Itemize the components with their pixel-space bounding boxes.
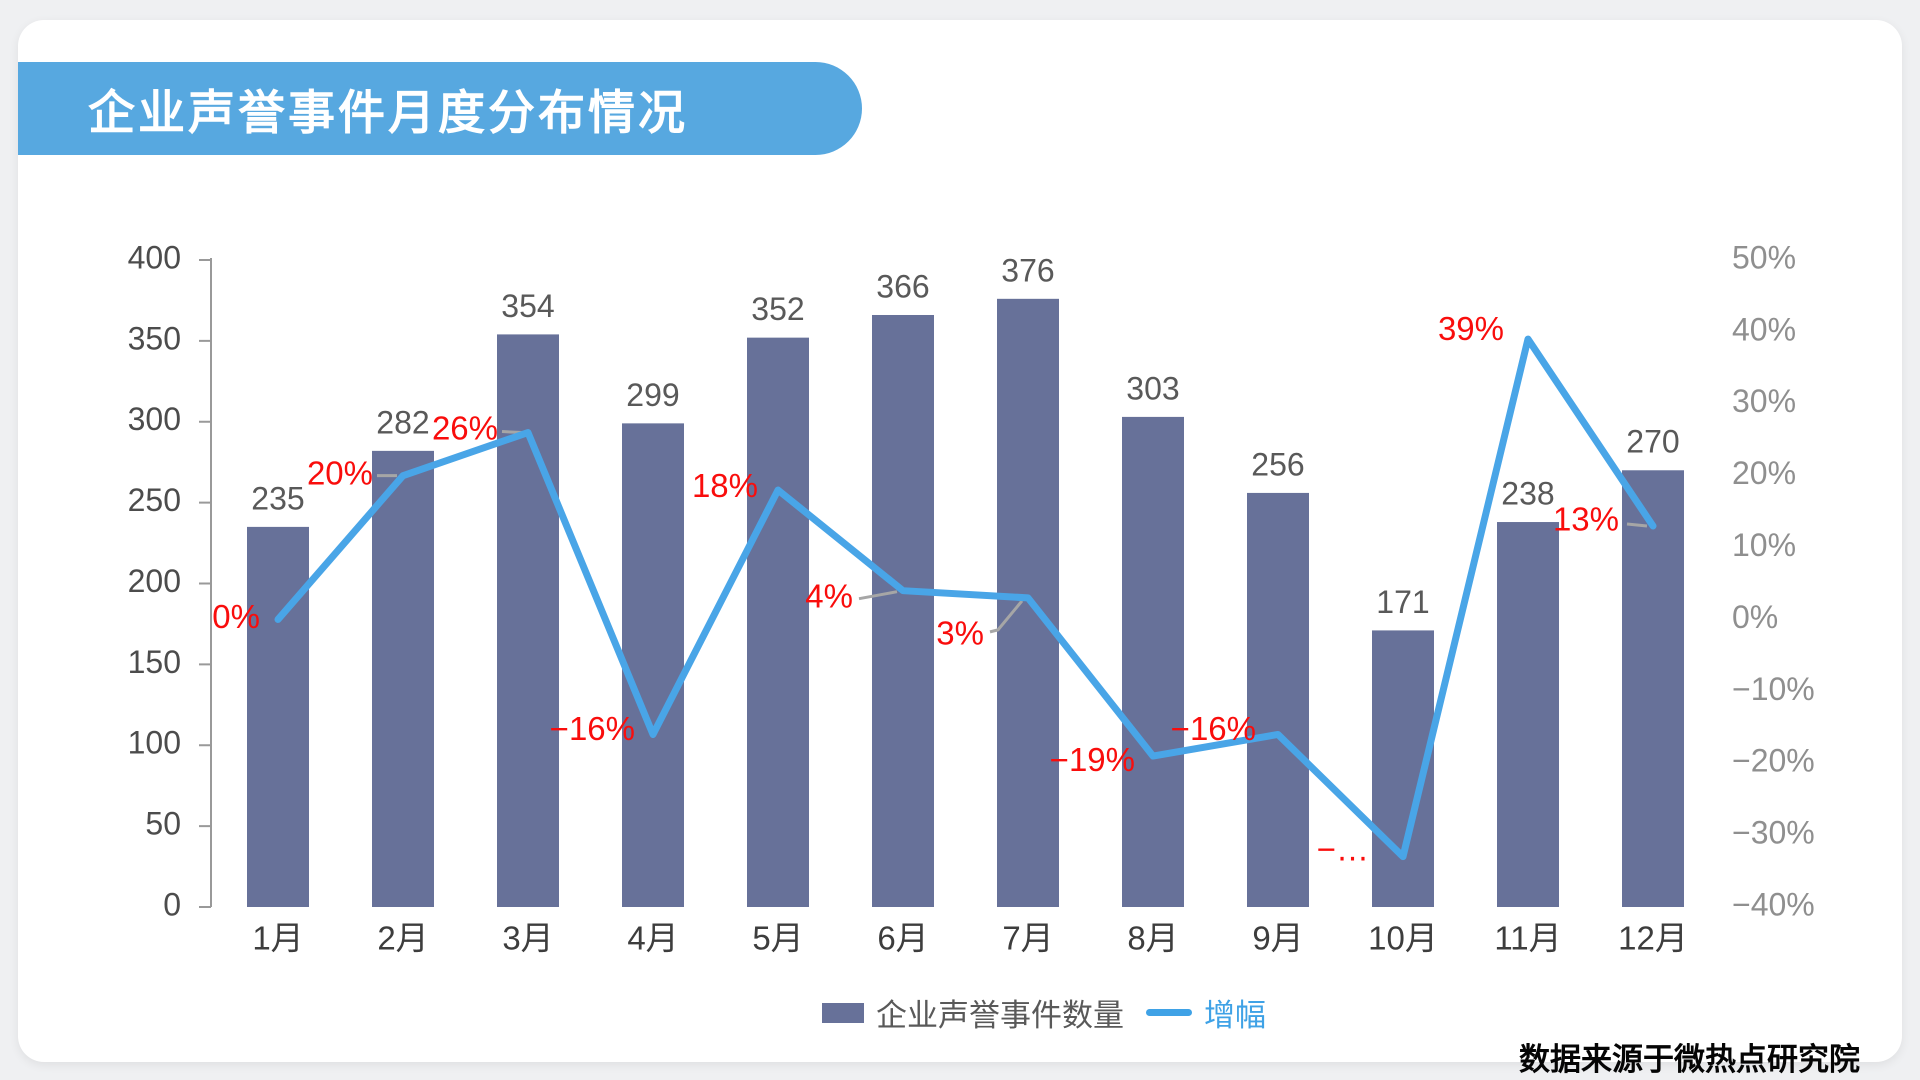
bar-value-label: 282 xyxy=(376,404,429,440)
growth-point-label: 4% xyxy=(805,577,853,614)
right-axis-tick-label: 0% xyxy=(1732,599,1778,635)
bar-value-label: 376 xyxy=(1001,252,1054,288)
right-axis-tick-label: 40% xyxy=(1732,311,1796,347)
right-axis-tick-label: −20% xyxy=(1732,743,1815,779)
x-axis-tick-label: 7月 xyxy=(1002,920,1053,957)
x-axis-tick-label: 10月 xyxy=(1368,920,1438,957)
bar-value-label: 235 xyxy=(251,480,304,516)
bar-11月[interactable] xyxy=(1497,522,1559,907)
left-axis-tick-label: 350 xyxy=(128,320,181,356)
x-axis-tick-label: 3月 xyxy=(502,920,553,957)
label-leader-line xyxy=(1626,522,1648,528)
right-axis-tick-label: 20% xyxy=(1732,455,1796,491)
chart-card: 企业声誉事件月度分布情况 0 50 100 150 200 250 300 350 400 −40… xyxy=(18,20,1902,1077)
growth-point-label: −… xyxy=(1317,830,1369,867)
right-axis-tick-label: 50% xyxy=(1732,239,1796,275)
right-axis-tick-label: −30% xyxy=(1732,815,1815,851)
line-series-swatch xyxy=(1146,1009,1192,1016)
bar-value-label: 270 xyxy=(1626,424,1679,460)
growth-point-label: −19% xyxy=(1050,741,1135,778)
x-axis-tick-label: 6月 xyxy=(877,920,928,957)
growth-point-label: 3% xyxy=(936,615,984,652)
bar-value-label: 171 xyxy=(1376,584,1429,620)
legend-line-label: 增幅 xyxy=(1204,998,1266,1033)
left-axis-tick-label: 250 xyxy=(128,482,181,518)
bar-1月[interactable] xyxy=(247,526,309,907)
bar-5月[interactable] xyxy=(747,337,809,907)
title-banner: 企业声誉事件月度分布情况 xyxy=(18,62,862,155)
legend-bars-label: 企业声誉事件数量 xyxy=(876,998,1124,1033)
growth-point-label: 0% xyxy=(212,598,260,635)
bar-4月[interactable] xyxy=(622,423,684,907)
x-axis-tick-label: 5月 xyxy=(752,920,803,957)
bar-value-label: 299 xyxy=(626,377,679,413)
legend-item-line[interactable]: 增幅 xyxy=(1146,990,1266,1035)
left-axis-tick-label: 200 xyxy=(128,563,181,599)
legend-item-bars[interactable]: 企业声誉事件数量 xyxy=(822,990,1124,1035)
left-axis-tick-label: 100 xyxy=(128,725,181,761)
left-axis-tick-label: 50 xyxy=(145,806,181,842)
right-axis-tick-label: 10% xyxy=(1732,527,1796,563)
bar-value-label: 366 xyxy=(876,268,929,304)
x-axis-tick-label: 11月 xyxy=(1494,920,1561,957)
bar-2月[interactable] xyxy=(372,450,434,907)
growth-point-label: −16% xyxy=(1171,710,1256,747)
bar-value-label: 354 xyxy=(501,288,554,324)
x-axis-tick-label: 4月 xyxy=(627,920,678,957)
chart-canvas: 0 50 100 150 200 250 300 350 400 −40% −30% −20% −10%… xyxy=(128,239,1815,957)
label-leader-line xyxy=(989,599,1024,634)
growth-point-label: 39% xyxy=(1438,310,1504,347)
bar-value-label: 303 xyxy=(1126,370,1179,406)
bar-6月[interactable] xyxy=(872,314,934,907)
x-axis-tick-label: 2月 xyxy=(377,920,428,957)
right-axis-tick-label: −10% xyxy=(1732,671,1815,707)
x-axis-tick-label: 9月 xyxy=(1252,920,1303,957)
bar-value-label: 352 xyxy=(751,291,804,327)
bar-value-label: 256 xyxy=(1251,446,1304,482)
x-axis-tick-label: 1月 xyxy=(252,920,303,957)
left-axis-tick-label: 400 xyxy=(128,239,181,275)
left-axis-tick-label: 300 xyxy=(128,401,181,437)
label-leader-line xyxy=(858,590,898,601)
bar-value-label: 238 xyxy=(1501,475,1554,511)
source-note: 数据来源于微热点研究院 xyxy=(1519,1042,1860,1077)
bar-12月[interactable] xyxy=(1622,470,1684,907)
legend: 企业声誉事件数量 增幅 xyxy=(84,990,1920,1035)
growth-point-label: −16% xyxy=(550,710,635,747)
growth-point-label: 20% xyxy=(307,454,373,491)
bar-8月[interactable] xyxy=(1122,416,1184,907)
x-axis-tick-label: 8月 xyxy=(1127,920,1178,957)
growth-line[interactable] xyxy=(274,335,1657,861)
right-axis-tick-label: −40% xyxy=(1732,886,1815,922)
growth-point-label: 26% xyxy=(432,409,498,446)
growth-point-label: 13% xyxy=(1553,501,1619,538)
bar-3月[interactable] xyxy=(497,334,559,907)
growth-point-label: 18% xyxy=(692,467,758,504)
page-title: 企业声誉事件月度分布情况 xyxy=(88,86,688,139)
bar-9月[interactable] xyxy=(1247,492,1309,907)
bar-series-swatch xyxy=(822,1002,864,1023)
x-axis-tick-label: 12月 xyxy=(1618,920,1688,957)
left-axis-tick-label: 0 xyxy=(163,886,181,922)
right-axis-tick-label: 30% xyxy=(1732,383,1796,419)
left-axis-tick-label: 150 xyxy=(128,644,181,680)
